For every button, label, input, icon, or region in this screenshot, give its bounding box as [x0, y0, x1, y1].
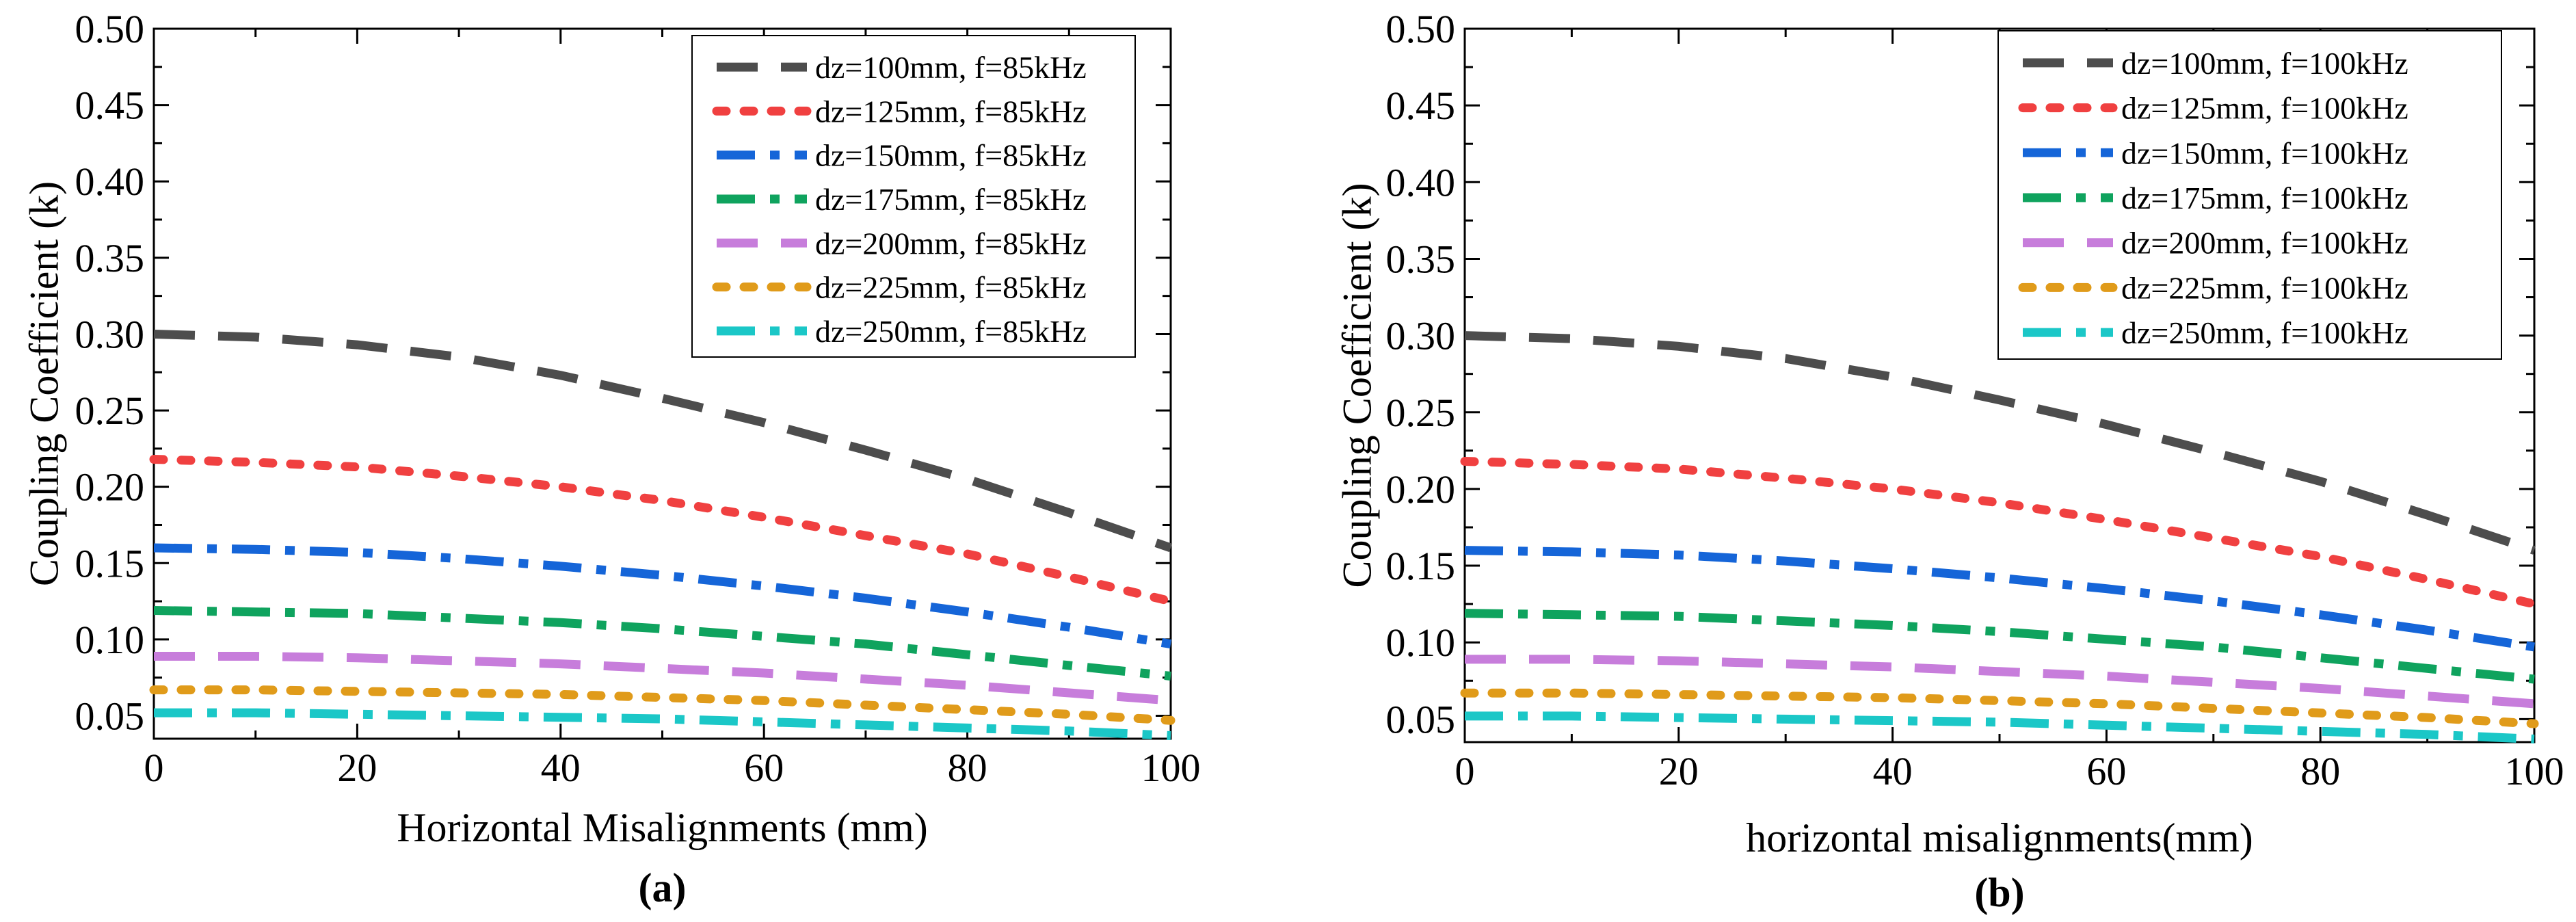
y-tick-label: 0.40 [1386, 160, 1456, 205]
series-line-2 [1460, 457, 2539, 609]
legend-entry-3: dz=150mm, f=85kHz [815, 138, 1087, 173]
x-tick-label: 0 [144, 746, 164, 790]
legend-entry-6: dz=225mm, f=100kHz [2121, 270, 2408, 305]
x-tick-label: 100 [2505, 749, 2564, 793]
series-line-3 [153, 543, 1172, 649]
y-tick-label: 0.25 [1386, 391, 1456, 435]
series-line-5 [154, 652, 1171, 705]
y-axis-title: Coupling Coefficient (k) [1334, 183, 1379, 588]
series-line-2 [149, 455, 1176, 606]
legend-entry-1: dz=100mm, f=85kHz [815, 50, 1087, 85]
legend-entry-5: dz=200mm, f=85kHz [815, 226, 1087, 261]
y-tick-label: 0.20 [75, 465, 145, 510]
y-tick-label: 0.30 [1386, 314, 1456, 358]
y-tick-label: 0.35 [75, 236, 145, 280]
y-tick-label: 0.10 [75, 618, 145, 662]
x-tick-label: 60 [2086, 749, 2126, 793]
x-tick-label: 60 [744, 746, 784, 790]
x-tick-label: 80 [2300, 749, 2340, 793]
series-line-5 [1465, 655, 2535, 709]
x-tick-label: 0 [1455, 749, 1475, 793]
y-tick-label: 0.30 [75, 312, 145, 356]
y-tick-label: 0.45 [1386, 83, 1456, 128]
legend-entry-6: dz=225mm, f=85kHz [815, 270, 1087, 305]
y-tick-label: 0.50 [75, 7, 145, 51]
legend-entry-4: dz=175mm, f=100kHz [2121, 181, 2408, 215]
panel-label: (b) [1974, 870, 2024, 915]
series-line-1 [1464, 331, 2536, 555]
y-tick-label: 0.15 [1386, 544, 1456, 588]
legend-entry-5: dz=200mm, f=100kHz [2121, 226, 2408, 261]
y-tick-label: 0.45 [75, 83, 145, 128]
legend-entry-7: dz=250mm, f=85kHz [815, 314, 1087, 349]
y-tick-label: 0.50 [1386, 7, 1456, 51]
x-tick-label: 40 [1873, 749, 1913, 793]
legend-entry-1: dz=100mm, f=100kHz [2121, 46, 2408, 81]
legend-box [691, 35, 1136, 358]
series-line-7 [154, 708, 1171, 740]
y-tick-label: 0.05 [1386, 697, 1456, 741]
x-tick-label: 20 [337, 746, 377, 790]
y-tick-label: 0.15 [75, 541, 145, 585]
y-tick-label: 0.40 [75, 159, 145, 204]
x-tick-label: 40 [541, 746, 581, 790]
x-tick-label: 20 [1659, 749, 1699, 793]
chart-panel-b: 0 20 40 60 80 100 0.05 0.10 0.15 0.20 0.25 0.30 0.35… [1334, 7, 2564, 915]
y-tick-label: 0.10 [1386, 620, 1456, 665]
legend-entry-7: dz=250mm, f=100kHz [2121, 315, 2408, 350]
series-line-1 [153, 330, 1173, 553]
chart-panel-a: 0 20 40 60 80 100 0.05 0.10 0.15 0.20 0.25 0.30 0.35… [21, 7, 1200, 910]
series-line-4 [153, 606, 1171, 681]
legend-entry-2: dz=125mm, f=85kHz [815, 94, 1087, 129]
y-tick-label: 0.25 [75, 388, 145, 433]
x-tick-label: 80 [948, 746, 987, 790]
series-line-7 [1465, 711, 2535, 743]
legend-entry-3: dz=150mm, f=100kHz [2121, 135, 2408, 170]
x-axis-title: Horizontal Misalignments (mm) [397, 805, 928, 850]
y-tick-label: 0.20 [1386, 467, 1456, 512]
series-line-6 [149, 685, 1176, 725]
series-line-4 [1464, 609, 2535, 684]
y-axis-title: Coupling Coefficient (k) [21, 181, 66, 586]
legend-entry-2: dz=125mm, f=100kHz [2121, 91, 2408, 126]
y-tick-label: 0.35 [1386, 237, 1456, 281]
x-tick-label: 100 [1141, 746, 1201, 790]
series-line-3 [1464, 546, 2536, 652]
panel-label: (a) [639, 865, 687, 910]
x-axis-title: horizontal misalignments(mm) [1746, 815, 2253, 860]
legend-entry-4: dz=175mm, f=85kHz [815, 182, 1087, 217]
y-tick-label: 0.05 [75, 694, 145, 739]
